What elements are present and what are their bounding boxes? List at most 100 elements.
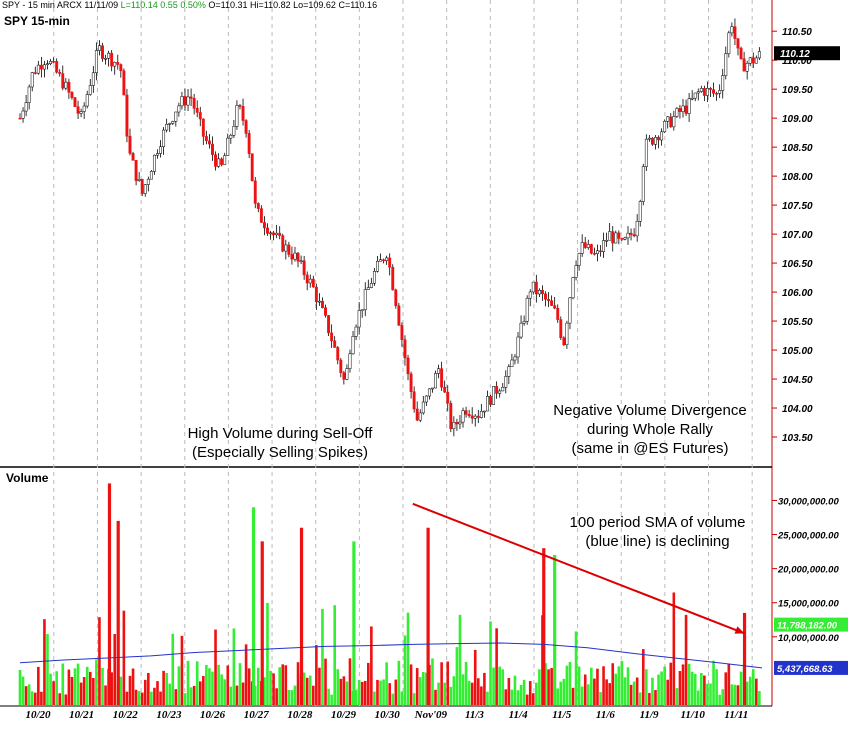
- price-candle: [589, 244, 593, 254]
- volume-bar: [49, 673, 52, 705]
- volume-bar: [550, 668, 553, 705]
- price-candle: [88, 85, 92, 95]
- price-candle: [382, 259, 386, 261]
- price-candle: [152, 154, 156, 172]
- price-candle: [605, 239, 609, 242]
- volume-bar: [18, 669, 22, 705]
- volume-spike-bar: [553, 555, 557, 705]
- x-tick-label: 10/27: [244, 709, 270, 721]
- volume-bar: [58, 693, 62, 705]
- volume-bar: [217, 664, 220, 705]
- volume-bar: [538, 669, 541, 705]
- price-candle: [586, 244, 590, 248]
- volume-bar: [513, 675, 517, 705]
- price-candle: [452, 421, 456, 430]
- volume-bar: [131, 668, 135, 705]
- price-candle: [296, 252, 300, 262]
- volume-bar: [531, 693, 535, 705]
- price-candle: [79, 111, 83, 114]
- volume-tick-label: 25,000,000.00: [777, 531, 839, 542]
- price-candle: [149, 171, 153, 180]
- price-candle: [632, 234, 636, 237]
- price-candle: [159, 146, 162, 154]
- volume-bar: [583, 674, 587, 705]
- price-candle: [52, 61, 56, 63]
- volume-tick-label: 10,000,000.00: [778, 633, 839, 644]
- volume-bar: [46, 634, 49, 705]
- volume-bar: [443, 682, 446, 705]
- price-candle: [412, 391, 416, 410]
- price-candle: [696, 91, 700, 94]
- price-candle: [177, 105, 181, 113]
- volume-bar: [706, 683, 709, 705]
- volume-title: Volume: [6, 471, 49, 485]
- price-candle: [58, 71, 62, 74]
- volume-bar: [278, 667, 281, 705]
- price-candle: [421, 401, 425, 414]
- header-change-pct: 0.50%: [180, 0, 206, 10]
- volume-bar: [580, 686, 584, 705]
- volume-bar: [745, 681, 749, 705]
- volume-bar: [275, 688, 278, 705]
- price-candle: [113, 62, 117, 67]
- price-candle: [510, 359, 514, 367]
- price-candle: [473, 415, 477, 419]
- price-candle: [67, 81, 71, 93]
- volume-bar: [101, 667, 104, 705]
- volume-bar: [693, 673, 697, 705]
- price-candle: [107, 52, 111, 59]
- volume-bar: [574, 631, 578, 705]
- price-candle: [739, 47, 743, 59]
- price-candle: [614, 232, 618, 244]
- volume-bar: [684, 614, 688, 705]
- volume-bar: [177, 666, 181, 705]
- volume-bar: [614, 673, 618, 705]
- price-candle: [275, 232, 279, 236]
- price-candle: [577, 253, 581, 266]
- volume-bar: [150, 691, 153, 705]
- volume-bar: [440, 662, 443, 705]
- header-high: Hi=110.82: [250, 0, 291, 10]
- price-candle: [516, 336, 520, 358]
- price-candle: [654, 137, 657, 145]
- volume-bar: [721, 689, 725, 705]
- volume-bar: [703, 675, 706, 705]
- price-candle: [568, 297, 572, 324]
- price-candle: [424, 395, 428, 403]
- volume-spike-bar: [352, 541, 356, 705]
- price-candle: [620, 238, 624, 240]
- price-candle: [415, 408, 419, 421]
- volume-bar: [522, 679, 526, 705]
- price-candle: [85, 94, 89, 107]
- volume-bar: [492, 667, 495, 705]
- volume-bar: [104, 685, 107, 705]
- price-candle: [91, 72, 95, 86]
- price-candle: [745, 63, 749, 72]
- price-candle: [168, 123, 172, 125]
- price-candle: [418, 412, 422, 421]
- volume-bar: [525, 694, 529, 705]
- volume-bar: [611, 663, 615, 705]
- volume-bar: [113, 634, 117, 705]
- price-candle: [82, 105, 86, 112]
- price-candle: [626, 232, 630, 239]
- price-tick-label: 104.00: [782, 404, 813, 415]
- volume-spike-bar: [742, 612, 747, 705]
- price-candle: [715, 93, 719, 95]
- price-candle: [195, 108, 199, 113]
- price-candle: [293, 252, 297, 260]
- volume-bar: [748, 676, 752, 705]
- price-candle: [461, 410, 465, 423]
- price-candle: [101, 45, 104, 59]
- volume-bar: [535, 682, 538, 705]
- volume-bar: [79, 682, 83, 705]
- price-candle: [544, 293, 547, 300]
- price-candle: [669, 116, 673, 128]
- price-candle: [385, 257, 389, 261]
- volume-bar: [660, 671, 663, 705]
- price-candle: [55, 61, 59, 73]
- volume-bar: [712, 660, 715, 705]
- price-candle: [647, 137, 651, 140]
- volume-bar: [180, 635, 184, 705]
- volume-bar: [21, 676, 25, 705]
